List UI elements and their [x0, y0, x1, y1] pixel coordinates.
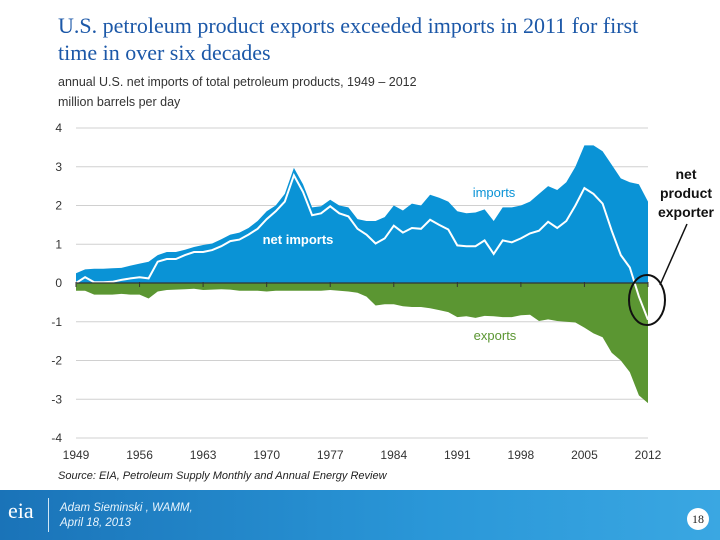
eia-logo: eia: [8, 498, 34, 523]
presenter-info: Adam Sieminski , WAMM, April 18, 2013: [60, 501, 193, 531]
label-exports: exports: [474, 328, 517, 343]
x-tick-label: 2012: [635, 448, 662, 462]
x-tick-label: 1984: [380, 448, 407, 462]
x-tick-label: 1963: [190, 448, 217, 462]
y-tick-label: 2: [55, 199, 62, 213]
x-tick-label: 1956: [126, 448, 153, 462]
footer-bar: eia Adam Sieminski , WAMM, April 18, 201…: [0, 490, 720, 540]
chart-units: million barrels per day: [58, 95, 181, 109]
logo-divider: [48, 498, 49, 532]
y-tick-label: -4: [51, 431, 62, 445]
y-tick-label: 1: [55, 237, 62, 251]
chart-subtitle: annual U.S. net imports of total petrole…: [58, 75, 417, 89]
source-note: Source: EIA, Petroleum Supply Monthly an…: [58, 470, 387, 482]
annotation-text: net product exporter: [658, 166, 715, 220]
x-tick-label: 1970: [253, 448, 280, 462]
highlight-circle: [628, 274, 666, 326]
annotation-pointer: [659, 223, 688, 286]
imports-area: [76, 145, 648, 283]
presenter-name: Adam Sieminski , WAMM,: [60, 502, 193, 514]
y-tick-label: 3: [55, 160, 62, 174]
presentation-date: April 18, 2013: [60, 517, 131, 529]
slide-title: U.S. petroleum product exports exceeded …: [58, 13, 639, 65]
y-tick-label: 0: [55, 276, 62, 290]
exports-area: [76, 283, 648, 404]
label-imports: imports: [473, 185, 516, 200]
net-imports-line: [75, 172, 649, 321]
x-tick-label: 1991: [444, 448, 471, 462]
x-tick-label: 2005: [571, 448, 598, 462]
x-tick-label: 1977: [317, 448, 344, 462]
x-tick-label: 1998: [508, 448, 535, 462]
page-number: 18: [687, 508, 709, 530]
y-tick-label: -1: [51, 315, 62, 329]
label-net-imports: net imports: [263, 232, 334, 247]
x-tick-label: 1949: [63, 448, 90, 462]
y-tick-label: -3: [51, 392, 62, 406]
y-tick-label: 4: [55, 121, 62, 135]
y-tick-label: -2: [51, 354, 62, 368]
